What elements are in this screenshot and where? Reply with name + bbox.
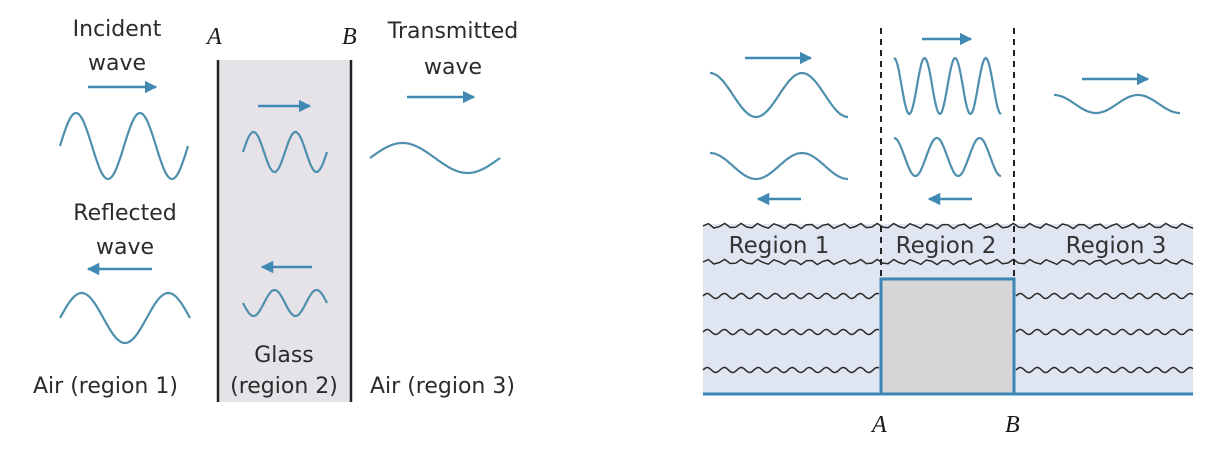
glass-label-line1: Glass <box>254 343 314 368</box>
incident-wave <box>58 111 190 181</box>
label-boundary-a: A <box>205 24 222 50</box>
label-boundary-a-right: A <box>870 412 887 438</box>
transmitted-wave <box>369 141 501 175</box>
region-2-label: Region 2 <box>896 233 997 259</box>
label-boundary-b: B <box>342 24 357 50</box>
incident-label-line2: wave <box>88 51 146 76</box>
reflected-wave <box>59 291 191 345</box>
reflected-label-line1: Reflected <box>73 201 176 226</box>
air-region-1-label: Air (region 1) <box>33 374 178 399</box>
glass-label-line2: (region 2) <box>230 374 338 399</box>
glass-backward-wave <box>242 288 328 318</box>
water-ripple <box>1015 328 1194 336</box>
water-ripple <box>702 222 1194 230</box>
water-ripple <box>702 292 880 300</box>
water-ripple <box>702 366 880 374</box>
region-1-label: Region 1 <box>729 233 830 259</box>
region-2-backward-wave <box>893 136 1002 178</box>
water-ripple <box>1015 366 1194 374</box>
glass-slab <box>218 60 351 402</box>
left-panel: A B Incident wave Transmitted wave Refle… <box>33 17 518 402</box>
water-ripple <box>1015 292 1194 300</box>
water-ripple <box>702 258 1194 266</box>
region-1-forward-wave <box>709 71 849 119</box>
region-1-backward-wave <box>709 151 849 181</box>
region-3-label: Region 3 <box>1066 233 1167 259</box>
water-ripples <box>702 222 1194 374</box>
air-region-3-label: Air (region 3) <box>370 374 515 399</box>
incident-label-line1: Incident <box>73 17 162 42</box>
region-2-forward-wave <box>893 56 1002 116</box>
right-panel: Region 1 Region 2 Region 3 A B <box>702 28 1194 438</box>
region-3-forward-wave <box>1054 93 1180 115</box>
water-ripple <box>702 328 880 336</box>
reflected-label-line2: wave <box>96 235 154 260</box>
transmitted-label-line2: wave <box>424 55 482 80</box>
transmitted-label-line1: Transmitted <box>387 19 518 44</box>
glass-forward-wave <box>241 130 329 174</box>
potential-step <box>879 277 1016 396</box>
label-boundary-b-right: B <box>1005 412 1020 438</box>
